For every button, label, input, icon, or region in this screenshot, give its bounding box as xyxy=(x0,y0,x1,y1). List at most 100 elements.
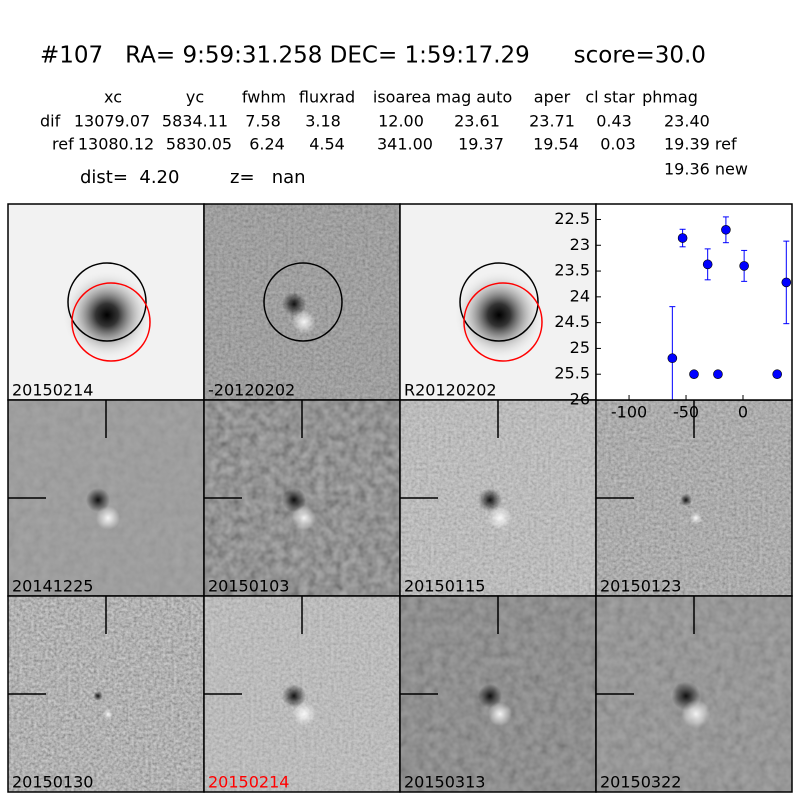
column-header: phmag xyxy=(642,88,698,107)
residual-dark xyxy=(680,494,692,506)
residual-dark xyxy=(282,292,306,316)
residual-dark xyxy=(478,684,502,708)
cell: 12.00 xyxy=(378,112,424,131)
point-group xyxy=(667,306,678,400)
point xyxy=(772,369,782,380)
column-header: isoarea xyxy=(373,88,431,107)
cell: 13079.07 xyxy=(74,112,150,131)
residual-dark xyxy=(282,488,306,512)
y-tick-label: 25.5 xyxy=(554,364,590,383)
cell: 23.40 xyxy=(664,112,710,131)
x-tick-label: -100 xyxy=(611,403,647,422)
y-tick-label: 23 xyxy=(570,235,590,254)
residual-light xyxy=(96,506,120,530)
stamp: 20150123 xyxy=(595,399,793,597)
x-tick-label: -50 xyxy=(673,403,699,422)
point-group xyxy=(689,369,699,380)
point xyxy=(739,261,749,271)
column-header: mag auto xyxy=(436,88,513,107)
stamp: 20150214 xyxy=(7,203,205,401)
column-header: cl star xyxy=(585,88,635,107)
point xyxy=(702,259,713,270)
y-tick-label: 24.5 xyxy=(554,312,590,331)
point xyxy=(667,353,678,364)
stamp: -20120202 xyxy=(203,203,401,401)
cell: 0.43 xyxy=(596,112,632,131)
y-tick-label: 25 xyxy=(570,338,590,357)
stamp-label: 20150214 xyxy=(12,381,93,400)
stamp: 20150313 xyxy=(399,595,597,793)
stamp-label: 20150115 xyxy=(404,577,485,596)
residual-dark xyxy=(282,684,306,708)
cell: 5830.05 xyxy=(166,135,232,154)
plot-bg xyxy=(596,204,792,400)
cell: 0.03 xyxy=(600,135,636,154)
column-header: fluxrad xyxy=(299,88,355,107)
table-note: 19.36 new xyxy=(664,160,748,179)
stamp-label: 20141225 xyxy=(12,577,93,596)
stamp-label: 20150130 xyxy=(12,773,93,792)
point-group xyxy=(721,216,731,244)
x-tick-label: 0 xyxy=(738,403,748,422)
point xyxy=(689,369,699,380)
point-group xyxy=(702,248,713,281)
stamp: R20120202 xyxy=(399,203,597,401)
cell: 13080.12 xyxy=(78,135,154,154)
stamp-frame xyxy=(595,595,793,793)
stamp: 20150214 xyxy=(203,595,401,793)
title: #107 RA= 9:59:31.258 DEC= 1:59:17.29 sco… xyxy=(40,43,706,69)
stamp: 20150103 xyxy=(203,399,401,597)
cell: 23.71 xyxy=(529,112,575,131)
stamp-label: 20150313 xyxy=(404,773,485,792)
column-header: aper xyxy=(534,88,571,107)
z: z= nan xyxy=(230,167,306,188)
residual-dark xyxy=(93,691,103,701)
residual-light xyxy=(488,506,512,530)
stamp-label: 20150322 xyxy=(600,773,681,792)
aperture xyxy=(67,262,147,342)
point-group xyxy=(772,369,782,380)
plot-frame xyxy=(595,203,793,401)
cell: 19.54 xyxy=(533,135,579,154)
y-tick-label: 26 xyxy=(570,390,590,409)
residual-light xyxy=(488,702,512,726)
cell: 3.18 xyxy=(305,112,341,131)
stamp: 20150115 xyxy=(399,399,597,597)
point xyxy=(713,369,723,380)
stamp-label: 20150103 xyxy=(208,577,289,596)
cell: 23.61 xyxy=(454,112,500,131)
cell: 19.37 xyxy=(458,135,504,154)
column-header: yc xyxy=(186,88,204,107)
aperture xyxy=(263,262,343,342)
residual-dark xyxy=(478,488,502,512)
column-header: xc xyxy=(104,88,122,107)
residual-dark xyxy=(86,488,110,512)
cell: 4.54 xyxy=(309,135,345,154)
cell: 6.24 xyxy=(249,135,285,154)
point-group xyxy=(781,240,792,325)
cell: 19.39 ref xyxy=(664,135,737,154)
residual-light xyxy=(292,506,316,530)
residual-light xyxy=(292,310,316,334)
stamp-label: -20120202 xyxy=(208,381,295,400)
stamp-label: R20120202 xyxy=(404,381,497,400)
aperture xyxy=(459,262,539,342)
stamp: 20141225 xyxy=(7,399,205,597)
stamp-label: 20150123 xyxy=(600,577,681,596)
y-tick-label: 23.5 xyxy=(554,261,590,280)
point-group xyxy=(739,249,749,282)
point xyxy=(781,277,792,288)
cell: 7.58 xyxy=(245,112,281,131)
residual-light xyxy=(681,699,711,729)
point xyxy=(677,233,688,243)
cell: 341.00 xyxy=(377,135,433,154)
dist: dist= 4.20 xyxy=(80,167,179,188)
point-group xyxy=(677,228,688,248)
stamp: 20150130 xyxy=(7,595,205,793)
point xyxy=(721,224,731,235)
residual-light xyxy=(103,709,113,719)
stamp-label: 20150214 xyxy=(208,773,289,792)
stamp: 20150322 xyxy=(595,595,793,793)
column-header: fwhm xyxy=(242,88,286,107)
